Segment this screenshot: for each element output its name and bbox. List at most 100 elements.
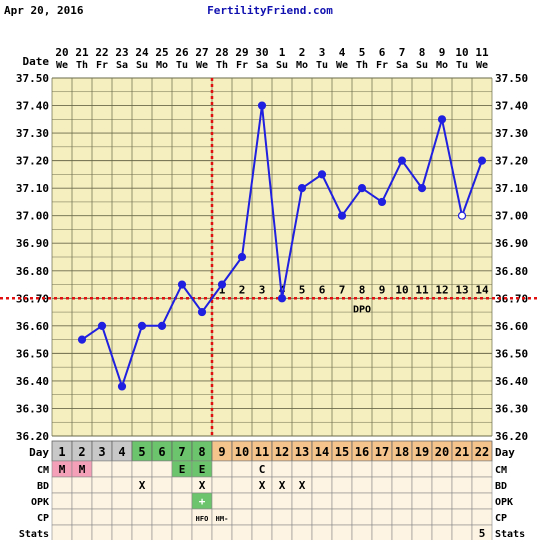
attr-cell bbox=[371, 476, 393, 494]
weekday-label: Su bbox=[416, 60, 428, 71]
date-label: 4 bbox=[339, 46, 346, 59]
attr-cell bbox=[471, 476, 493, 494]
temperature-point bbox=[437, 115, 447, 124]
weekday-label: Sa bbox=[396, 60, 408, 71]
attr-cell bbox=[451, 524, 473, 542]
y-tick-label-right: 36.20 bbox=[495, 430, 528, 443]
attr-cell bbox=[311, 524, 333, 542]
day-number: 10 bbox=[235, 445, 249, 459]
dpo-label: DPO bbox=[353, 304, 371, 315]
date-label: 28 bbox=[215, 46, 228, 59]
y-tick-label: 37.50 bbox=[16, 72, 49, 85]
date-label: 21 bbox=[75, 46, 89, 59]
attr-cell bbox=[271, 460, 293, 478]
attr-cell bbox=[151, 492, 173, 510]
attr-cell bbox=[151, 508, 173, 526]
attr-cell bbox=[51, 508, 73, 526]
attr-cell bbox=[351, 524, 373, 542]
day-row-label-right: Day bbox=[495, 446, 515, 459]
attr-cell bbox=[271, 508, 293, 526]
attr-cell bbox=[71, 492, 93, 510]
attr-cell bbox=[211, 476, 233, 494]
attr-cell bbox=[411, 476, 433, 494]
temperature-point bbox=[417, 184, 427, 193]
attr-cell bbox=[471, 508, 493, 526]
attr-cell bbox=[451, 476, 473, 494]
weekday-label: Fr bbox=[96, 60, 108, 71]
dpo-number: 14 bbox=[475, 283, 489, 296]
y-tick-label: 36.40 bbox=[16, 375, 49, 388]
weekday-label: Sa bbox=[256, 60, 268, 71]
attr-cell bbox=[171, 524, 193, 542]
date-label: 24 bbox=[135, 46, 149, 59]
attr-cell bbox=[91, 508, 113, 526]
attr-value: M bbox=[79, 463, 86, 476]
attr-value: + bbox=[199, 495, 206, 508]
date-row-label: Date bbox=[23, 55, 50, 68]
y-tick-label-right: 36.40 bbox=[495, 375, 528, 388]
weekday-label: Mo bbox=[436, 60, 448, 71]
y-tick-label-right: 37.20 bbox=[495, 155, 528, 168]
attr-cell bbox=[291, 492, 313, 510]
attr-value: X bbox=[199, 479, 206, 492]
attr-cell bbox=[111, 508, 133, 526]
date-label: 11 bbox=[475, 46, 489, 59]
temperature-point bbox=[177, 280, 187, 289]
day-number: 2 bbox=[78, 445, 85, 459]
day-number: 22 bbox=[475, 445, 489, 459]
attr-cell bbox=[251, 508, 273, 526]
weekday-label: Tu bbox=[316, 60, 328, 71]
date-label: 3 bbox=[319, 46, 326, 59]
row-label-right: BD bbox=[495, 481, 507, 492]
attr-value: X bbox=[299, 479, 306, 492]
dpo-number: 5 bbox=[299, 283, 306, 296]
row-label-right: CP bbox=[495, 513, 507, 524]
dpo-number: 1 bbox=[219, 283, 226, 296]
attr-cell bbox=[391, 476, 413, 494]
y-tick-label-right: 36.50 bbox=[495, 347, 528, 360]
temperature-point bbox=[117, 382, 127, 391]
day-number: 11 bbox=[255, 445, 269, 459]
attr-cell bbox=[111, 492, 133, 510]
y-tick-label-right: 37.00 bbox=[495, 210, 528, 223]
weekday-label: Su bbox=[276, 60, 288, 71]
attr-cell bbox=[91, 460, 113, 478]
attr-cell bbox=[431, 460, 453, 478]
y-tick-label: 37.30 bbox=[16, 127, 49, 140]
weekday-label: Mo bbox=[156, 60, 168, 71]
attr-cell bbox=[51, 492, 73, 510]
attr-cell bbox=[471, 492, 493, 510]
attr-value: E bbox=[199, 463, 206, 476]
dpo-number: 10 bbox=[395, 283, 408, 296]
y-tick-label-right: 36.80 bbox=[495, 265, 528, 278]
chart-date: Apr 20, 2016 bbox=[4, 4, 84, 17]
attr-cell bbox=[371, 460, 393, 478]
attr-cell bbox=[331, 476, 353, 494]
attr-cell bbox=[331, 508, 353, 526]
day-number: 5 bbox=[138, 445, 145, 459]
y-tick-label: 37.20 bbox=[16, 155, 49, 168]
attr-cell bbox=[231, 476, 253, 494]
y-tick-label: 36.50 bbox=[16, 347, 49, 360]
attr-cell bbox=[431, 476, 453, 494]
y-tick-label: 37.00 bbox=[16, 210, 49, 223]
temperature-point bbox=[477, 156, 487, 165]
date-label: 29 bbox=[235, 46, 248, 59]
y-tick-label: 36.60 bbox=[16, 320, 49, 333]
day-number: 18 bbox=[395, 445, 409, 459]
y-tick-label: 36.80 bbox=[16, 265, 49, 278]
date-label: 6 bbox=[379, 46, 386, 59]
row-label: CM bbox=[37, 465, 49, 476]
temperature-point bbox=[377, 197, 387, 207]
row-label-right: CM bbox=[495, 465, 507, 476]
y-tick-label: 36.90 bbox=[16, 237, 49, 250]
attr-cell bbox=[311, 492, 333, 510]
attr-value: M bbox=[59, 463, 66, 476]
temperature-point bbox=[157, 321, 167, 330]
attr-cell bbox=[71, 508, 93, 526]
day-row-label: Day bbox=[29, 446, 49, 459]
attr-cell bbox=[131, 508, 153, 526]
attr-cell bbox=[291, 460, 313, 478]
attr-cell bbox=[91, 524, 113, 542]
